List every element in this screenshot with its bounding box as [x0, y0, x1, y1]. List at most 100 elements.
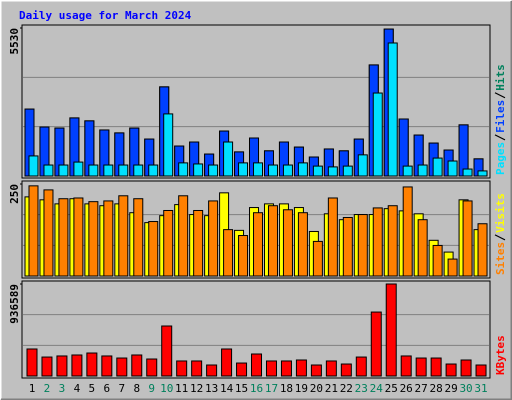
x-tick-label: 1 — [29, 382, 36, 395]
bar — [282, 209, 293, 277]
x-tick-label: 30 — [459, 382, 472, 395]
bar — [88, 164, 99, 177]
bar — [28, 155, 39, 177]
bar — [458, 124, 469, 177]
bar — [357, 214, 368, 277]
bar — [43, 164, 54, 177]
bar — [118, 195, 129, 277]
x-tick-label: 19 — [295, 382, 308, 395]
bar — [71, 354, 83, 377]
bar — [163, 113, 174, 177]
bar — [387, 205, 398, 277]
legend-label: KBytes — [494, 335, 507, 375]
bar — [208, 200, 219, 277]
bar — [176, 360, 188, 377]
bar — [118, 164, 129, 177]
bar — [193, 163, 204, 177]
legend-label: Visits — [494, 193, 507, 233]
x-tick-label: 12 — [190, 382, 203, 395]
bar — [295, 359, 307, 377]
bar — [103, 164, 114, 177]
bar — [312, 165, 323, 177]
bar — [445, 363, 457, 377]
bar — [193, 209, 204, 277]
legend-separator — [494, 92, 506, 99]
x-tick-label: 22 — [340, 382, 353, 395]
bar — [415, 357, 427, 377]
bar — [312, 240, 323, 277]
bar — [402, 165, 413, 177]
legend-label: Pages — [494, 142, 507, 175]
x-tick-label: 9 — [148, 382, 155, 395]
x-tick-label: 6 — [104, 382, 111, 395]
bar — [325, 360, 337, 377]
x-tick-label: 31 — [474, 382, 487, 395]
bar — [163, 209, 174, 277]
bar — [462, 200, 473, 277]
legend-label: Hits — [494, 64, 507, 91]
bar — [387, 42, 398, 177]
bar — [282, 164, 293, 177]
bar — [417, 164, 428, 177]
bar — [131, 354, 143, 377]
bar — [385, 283, 397, 377]
legend: Pages Files Hits — [494, 64, 507, 175]
bar — [253, 162, 264, 177]
bar — [372, 207, 383, 277]
bar — [43, 189, 54, 277]
bar — [28, 185, 39, 277]
bar — [327, 166, 338, 177]
bar — [432, 157, 443, 177]
x-tick-label: 3 — [59, 382, 66, 395]
x-tick-label: 4 — [74, 382, 81, 395]
x-tick-label: 27 — [415, 382, 428, 395]
bar — [236, 362, 248, 377]
bar — [133, 198, 144, 277]
bar — [400, 355, 412, 377]
bar — [148, 164, 159, 177]
bar — [58, 164, 69, 177]
legend: Sites Visits — [494, 193, 507, 275]
bar — [73, 197, 84, 277]
bar — [370, 311, 382, 377]
bar — [208, 164, 219, 177]
bar — [475, 364, 487, 377]
bar — [460, 359, 472, 377]
bar — [372, 92, 383, 177]
bar — [223, 141, 234, 177]
bar — [310, 364, 322, 377]
bar — [342, 216, 353, 277]
bar — [88, 201, 99, 277]
bar — [477, 170, 488, 177]
x-tick-label: 10 — [160, 382, 173, 395]
bar — [342, 165, 353, 177]
x-tick-label: 8 — [133, 382, 140, 395]
bar — [133, 164, 144, 177]
y-tick-label: 5530 — [8, 28, 21, 55]
x-tick-label: 23 — [355, 382, 368, 395]
x-tick-label: 14 — [220, 382, 234, 395]
x-tick-label: 29 — [444, 382, 457, 395]
bar — [103, 200, 114, 277]
x-tick-label: 21 — [325, 382, 338, 395]
x-tick-label: 11 — [175, 382, 188, 395]
bar — [432, 244, 443, 277]
bar — [206, 364, 218, 377]
bar — [267, 205, 278, 277]
bar — [253, 212, 264, 277]
bar — [280, 360, 292, 377]
bar — [178, 195, 189, 277]
bar — [238, 235, 249, 277]
bar — [191, 360, 203, 377]
bar — [58, 198, 69, 277]
legend: KBytes — [494, 335, 507, 375]
bar — [238, 162, 249, 177]
bar — [41, 356, 53, 377]
bar — [116, 357, 128, 377]
x-tick-label: 26 — [400, 382, 413, 395]
x-tick-label: 5 — [89, 382, 96, 395]
x-tick-label: 18 — [280, 382, 293, 395]
bar — [26, 348, 38, 377]
bar — [297, 212, 308, 277]
